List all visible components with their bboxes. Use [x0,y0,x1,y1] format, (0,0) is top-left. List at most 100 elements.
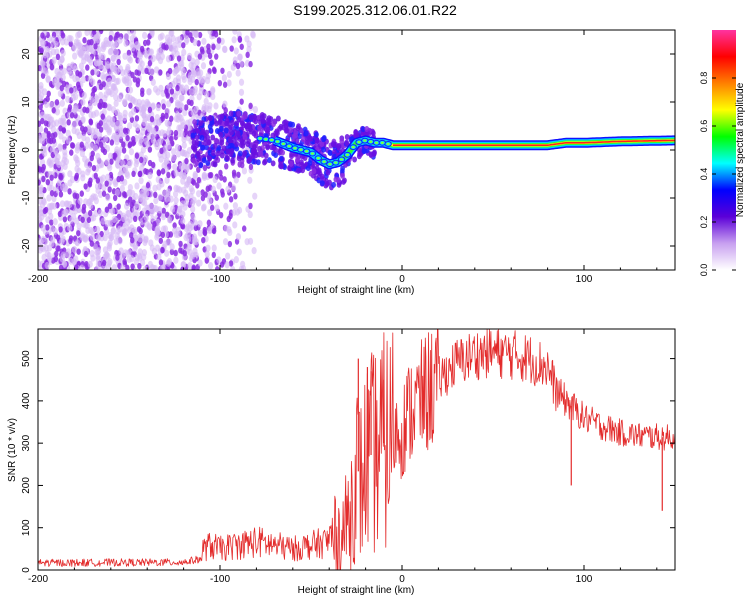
spectrogram-noise-blob [127,196,133,203]
spectrogram-noise-blob [54,108,61,116]
spectrogram-noise-blob [200,78,206,86]
spectrogram-noise-blob [89,46,96,55]
spectrogram-ridge-blob [321,146,326,153]
spectrogram-ridge-blob [267,157,272,164]
spectrogram-noise-blob [89,127,96,135]
spectrogram-noise-blob [40,147,46,155]
spectrogram-noise-blob [221,45,228,53]
spectrogram-noise-blob [197,53,203,60]
spectrogram-ridge-blob [321,136,326,143]
spectrogram-ridge-blob [248,128,254,135]
spectrogram-noise-blob [100,146,106,153]
spectrogram-noise-blob [123,191,128,199]
spectrogram-ridge-blob [352,156,358,163]
spectrogram-noise-blob [217,79,223,87]
spectrogram-noise-blob [123,75,130,83]
spectrogram-ridge-blob [295,125,301,132]
spectrogram-ridge-blob [314,137,320,144]
spectrogram-ridge-blob [217,119,223,126]
spectrogram-noise-blob [117,237,123,245]
spectrogram-ridge-blob [247,123,253,130]
spectrogram-ridge-blob [194,134,200,141]
spectrogram-noise-blob [178,240,183,248]
spectrogram-noise-blob [71,44,77,52]
spectrogram-ridge-core [287,144,291,148]
spectrogram-ridge-blob [245,141,251,148]
spectrogram-noise-blob [252,192,258,200]
spectrogram-noise-blob [62,162,68,171]
spectrogram-noise-blob [95,177,101,184]
spectrogram-noise-blob [160,168,166,175]
spectrogram-noise-blob [138,177,144,185]
spectrogram-noise-blob [89,250,95,258]
spectrogram-noise-blob [45,178,51,186]
spectrogram-noise-blob [140,105,146,113]
spectrogram-noise-blob [67,224,73,232]
spectrogram-noise-blob [63,38,69,46]
spectrogram-noise-blob [118,247,124,255]
spectrogram-noise-blob [38,125,44,133]
spectrogram-noise-blob [75,193,80,200]
spectrogram-noise-blob [113,237,119,246]
spectrogram-noise-blob [102,234,108,242]
spectrogram-noise-blob [62,216,68,223]
spectrogram-noise-blob [66,119,71,126]
spectrogram-noise-blob [41,198,47,206]
spectrogram-noise-blob [215,266,220,270]
spectrogram-noise-blob [101,74,107,82]
spectrogram-noise-blob [99,230,104,238]
spectrogram-noise-blob [53,148,59,156]
spectrogram-ridge-blob [227,137,233,144]
spectrogram-noise-blob [190,213,196,221]
spectrogram-noise-blob [49,190,55,197]
spectrogram-noise-blob [76,222,82,230]
spectrogram-noise-blob [127,86,134,94]
spectrogram-noise-blob [53,255,59,263]
spectrogram-noise-blob [41,175,46,183]
spectrogram-ridge-core [328,163,332,166]
spectrogram-noise-blob [60,114,67,122]
snr-line [38,329,675,570]
spectrogram-noise-blob [123,32,129,41]
spectrogram-noise-blob [130,140,136,147]
spectrogram-noise-blob [87,210,93,217]
spectrogram-noise-blob [138,132,144,140]
spectrogram-noise-blob [183,104,189,111]
spectrogram-noise-blob [69,87,74,94]
spectrogram-noise-blob [56,245,61,252]
spectrogram-ridge-core [334,161,338,164]
spectrogram-noise-blob [64,250,71,258]
spectrogram-noise-blob [141,31,148,40]
spectrogram-noise-blob [137,235,143,243]
spectrogram-noise-blob [180,223,186,230]
spectrogram-noise-blob [164,112,169,120]
spectrogram-noise-blob [84,30,90,37]
spectrogram-ridge-blob [341,178,346,185]
spectrogram-noise-blob [93,43,98,50]
spectrogram-noise-blob [155,119,162,127]
spectrogram-noise-blob [138,227,143,235]
spectrogram-xtick-label: -200 [28,274,48,285]
spectrogram-noise-blob [177,124,184,132]
spectrogram-ridge-core [258,137,262,140]
spectrogram-xtick-label: -100 [210,274,230,285]
spectrogram-noise-blob [121,227,127,235]
spectrogram-ridge-blob [288,121,293,128]
spectrogram-noise-blob [109,89,115,98]
spectrogram-ridge-blob [212,142,218,149]
spectrogram-noise-blob [191,233,198,241]
spectrogram-noise-blob [59,237,65,246]
spectrogram-noise-blob [252,105,259,114]
spectrogram-noise-blob [73,93,79,101]
spectrogram-noise-blob [211,251,216,259]
spectrogram-noise-blob [216,182,222,190]
spectrogram-noise-blob [44,261,50,270]
spectrogram-noise-blob [40,166,45,174]
spectrogram-noise-blob [226,70,232,79]
spectrogram-noise-blob [130,30,137,36]
spectrogram-noise-blob [96,58,102,67]
spectrogram-noise-blob [241,167,248,175]
spectrogram-noise-blob [87,102,93,110]
spectrogram-noise-blob [58,226,63,233]
spectrogram-noise-blob [162,152,168,160]
